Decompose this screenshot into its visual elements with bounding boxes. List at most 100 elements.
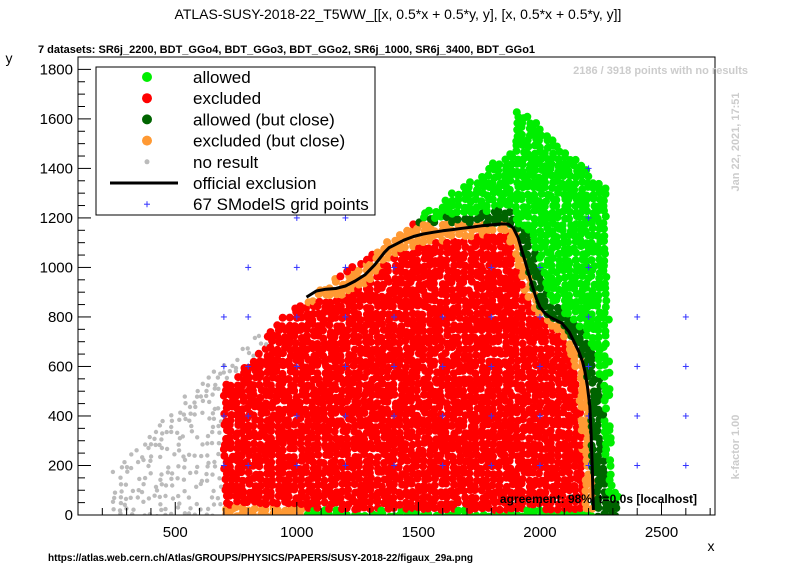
scan-point: [302, 332, 311, 340]
scan-point: [273, 499, 281, 508]
scan-point: [297, 433, 306, 442]
scan-point: [488, 405, 497, 414]
scan-point: [554, 452, 562, 460]
scan-point: [412, 386, 421, 395]
scan-point: [563, 309, 572, 318]
scan-point: [159, 445, 165, 451]
scan-point: [430, 421, 439, 430]
scan-point: [588, 334, 597, 342]
scan-point: [332, 297, 341, 305]
scan-point: [268, 476, 276, 485]
scan-point: [255, 488, 264, 496]
scan-point: [182, 465, 187, 470]
scan-point: [211, 416, 217, 421]
scan-point: [442, 505, 451, 514]
scan-point: [315, 387, 324, 396]
scan-point: [388, 302, 397, 311]
scan-point: [552, 471, 561, 479]
scan-point: [284, 416, 292, 425]
scan-point: [430, 504, 439, 512]
scan-point: [530, 190, 539, 199]
scan-point: [122, 460, 127, 465]
scan-point: [547, 450, 556, 459]
scan-point: [506, 150, 515, 159]
scan-point: [175, 430, 180, 435]
scan-point: [425, 268, 433, 277]
scan-point: [212, 459, 217, 465]
scan-point: [575, 334, 584, 343]
scan-point: [395, 345, 403, 354]
grid-point: [245, 412, 252, 419]
scan-point: [413, 421, 422, 430]
scan-point: [495, 346, 504, 355]
scan-point: [553, 292, 562, 301]
scan-point: [227, 369, 232, 374]
scan-point: [501, 274, 510, 283]
scan-point: [517, 280, 526, 289]
grid-point: [342, 462, 349, 469]
scan-point: [523, 203, 532, 212]
scan-point: [571, 380, 580, 389]
legend-label: allowed (but close): [193, 110, 335, 129]
scan-point: [205, 453, 210, 458]
scan-point: [477, 262, 485, 271]
scan-point: [402, 488, 411, 497]
scan-point: [256, 440, 265, 449]
scan-point: [366, 463, 375, 472]
scan-point: [518, 488, 527, 496]
scan-point: [154, 488, 160, 493]
scan-point: [210, 392, 215, 397]
scan-point: [600, 244, 609, 253]
scan-point: [278, 322, 287, 331]
scan-point: [495, 469, 504, 478]
scan-point: [576, 236, 585, 245]
scan-point: [460, 487, 468, 496]
scan-point: [250, 445, 259, 454]
scan-point: [424, 435, 433, 444]
scan-point: [524, 380, 533, 389]
scan-point: [519, 423, 528, 432]
scan-point: [325, 364, 334, 373]
scan-point: [220, 451, 229, 460]
scan-point: [215, 406, 221, 411]
grid-point: [536, 363, 543, 370]
scan-point: [491, 316, 500, 324]
scan-point: [205, 506, 211, 512]
scan-point: [354, 429, 363, 438]
scan-point: [535, 125, 544, 134]
scan-point: [601, 339, 610, 348]
legend-item: allowed (but close): [142, 110, 335, 129]
scan-point: [110, 499, 116, 504]
scan-point: [308, 482, 317, 491]
scan-point: [425, 381, 434, 389]
legend-label: 67 SModelS grid points: [193, 195, 369, 214]
scan-point: [176, 448, 182, 453]
scan-point: [558, 492, 567, 500]
scan-point: [488, 296, 497, 305]
scan-point: [513, 178, 522, 187]
scan-point: [453, 494, 462, 503]
grid-point: [245, 264, 252, 271]
scan-point: [589, 179, 597, 188]
scan-point: [354, 310, 363, 319]
scan-point: [482, 201, 491, 210]
scan-point: [221, 370, 226, 375]
scan-point: [237, 387, 246, 396]
scan-point: [575, 322, 584, 331]
scan-point: [401, 363, 410, 372]
scan-point: [243, 440, 252, 449]
grid-point: [220, 363, 227, 370]
scan-point: [378, 410, 387, 419]
scan-point: [489, 440, 498, 449]
scan-point: [295, 465, 304, 473]
scan-point: [225, 462, 234, 471]
scan-point: [205, 441, 210, 446]
scan-point: [529, 402, 538, 411]
scan-point: [477, 273, 486, 282]
scan-point: [380, 459, 388, 467]
scan-point: [472, 511, 481, 515]
scan-point: [254, 349, 263, 358]
scan-point: [453, 208, 462, 216]
scan-point: [163, 483, 169, 488]
scan-point: [336, 352, 345, 360]
